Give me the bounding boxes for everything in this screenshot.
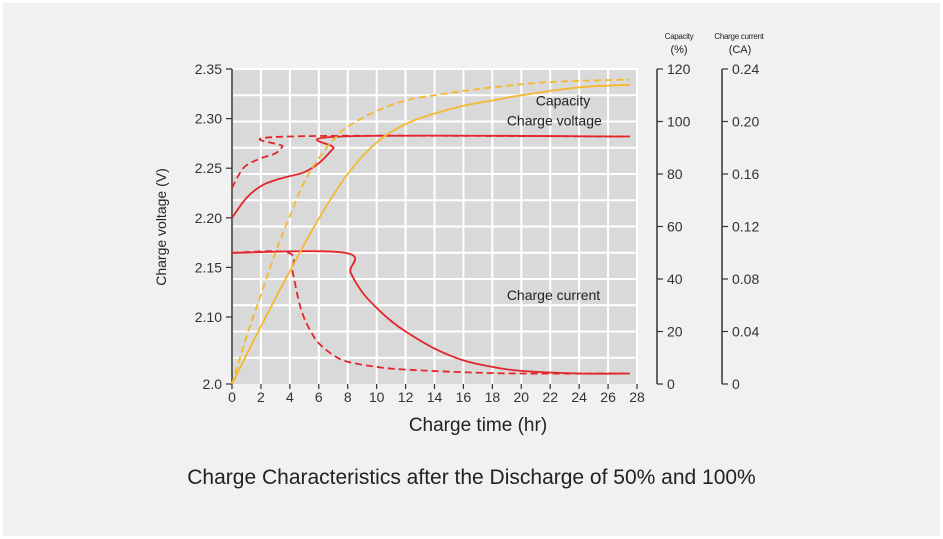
capacity-tick-label: 120: [667, 61, 691, 77]
voltage-tick-label: 2.0: [203, 376, 223, 392]
capacity-line-dashed: [231, 78, 630, 385]
series-annotation: Capacity: [536, 93, 590, 109]
x-tick-label: 8: [344, 389, 352, 405]
capacity-tick-label: 20: [667, 324, 683, 340]
x-tick-label: 24: [571, 389, 587, 405]
x-axis-title: Charge time (hr): [409, 415, 547, 436]
voltage-tick-label: 2.25: [195, 160, 222, 176]
voltage-tick-label: 2.20: [195, 210, 222, 226]
x-tick-label: 20: [513, 389, 529, 405]
current-tick-label: 0.20: [732, 114, 759, 130]
x-tick-label: 22: [542, 389, 558, 405]
charge-voltage-line-solid: [231, 134, 630, 219]
current-axis-label: Charge current: [714, 32, 764, 41]
x-tick-label: 10: [369, 389, 385, 405]
charge-current-line-solid: [231, 250, 630, 375]
capacity-line-solid: [231, 83, 630, 385]
voltage-tick-label: 2.15: [195, 259, 222, 275]
x-tick-label: 28: [629, 389, 645, 405]
x-tick-label: 14: [427, 389, 443, 405]
series-annotation: Charge current: [507, 287, 600, 303]
current-tick-label: 0.04: [732, 324, 759, 340]
capacity-axis-unit: (%): [670, 44, 687, 56]
capacity-tick-label: 60: [667, 219, 683, 235]
capacity-tick-label: 80: [667, 166, 683, 182]
voltage-tick-label: 2.35: [195, 61, 222, 77]
axes: 2.02.102.152.202.252.302.350 2 4 6 8 10 12 14 16…: [195, 61, 760, 405]
voltage-tick-label: 2.10: [195, 309, 222, 325]
chart-caption: Charge Characteristics after the Dischar…: [187, 466, 756, 489]
capacity-tick-label: 100: [667, 114, 691, 130]
x-tick-label: 16: [456, 389, 472, 405]
capacity-axis-label: Capacity: [665, 32, 694, 41]
charge-voltage-line-dashed: [231, 134, 630, 189]
chart-labels: Capacity (%) Charge current (CA) Charge volt…: [153, 32, 765, 436]
current-tick-label: 0.24: [732, 61, 759, 77]
capacity-tick-label: 0: [667, 376, 675, 392]
x-tick-label: 6: [315, 389, 323, 405]
voltage-tick-label: 2.30: [195, 111, 222, 127]
charge-current-line-dashed: [231, 250, 630, 375]
x-tick-label: 0: [228, 389, 236, 405]
series-lines: [231, 78, 630, 385]
current-tick-label: 0.16: [732, 166, 759, 182]
x-tick-label: 26: [600, 389, 616, 405]
current-tick-label: 0.12: [732, 219, 759, 235]
x-tick-label: 12: [398, 389, 414, 405]
x-tick-label: 2: [257, 389, 265, 405]
current-tick-label: 0.08: [732, 271, 759, 287]
x-tick-label: 18: [485, 389, 501, 405]
x-tick-label: 4: [286, 389, 294, 405]
grid-lines: [231, 68, 638, 384]
current-tick-label: 0: [732, 376, 740, 392]
capacity-tick-label: 40: [667, 271, 683, 287]
current-axis-unit: (CA): [729, 44, 752, 56]
series-annotation: Charge voltage: [507, 113, 602, 129]
voltage-axis-title: Charge voltage (V): [153, 168, 169, 286]
